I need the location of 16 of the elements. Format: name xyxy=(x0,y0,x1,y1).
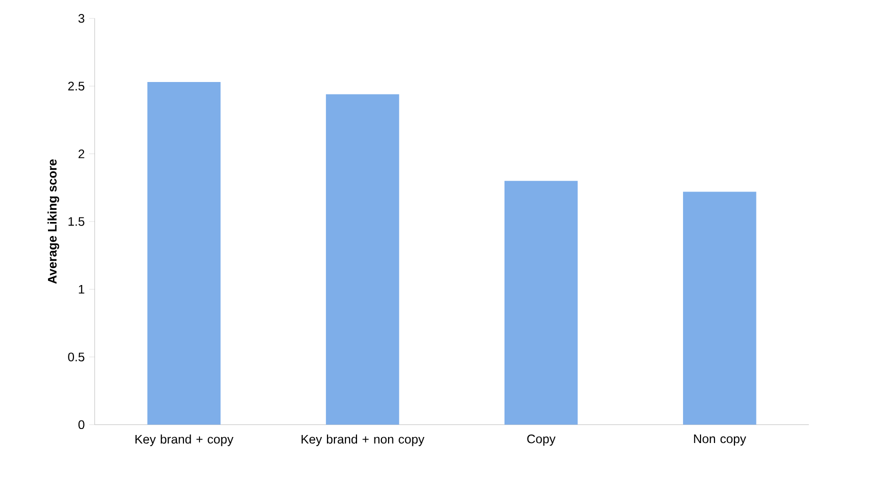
y-tick-label: 1.5 xyxy=(68,217,84,226)
bar xyxy=(504,180,578,425)
y-tick-label: 0 xyxy=(78,420,84,430)
bar xyxy=(147,82,221,425)
y-tick-label: 2.5 xyxy=(68,82,84,90)
x-tick-label: Key brand + non copy xyxy=(302,434,424,446)
x-tick-label: Copy xyxy=(527,434,556,446)
y-tick-label: 1 xyxy=(78,284,84,294)
y-axis-title: Average Liking score xyxy=(48,159,60,284)
x-tick-label: Key brand + copy xyxy=(135,434,234,446)
y-tick-label: 3 xyxy=(78,14,84,23)
y-tick-label: 2 xyxy=(78,149,84,158)
bar xyxy=(683,192,756,425)
bar xyxy=(326,94,400,425)
x-tick-label: Non copy xyxy=(694,434,746,446)
y-tick-label: 0.5 xyxy=(68,352,84,362)
